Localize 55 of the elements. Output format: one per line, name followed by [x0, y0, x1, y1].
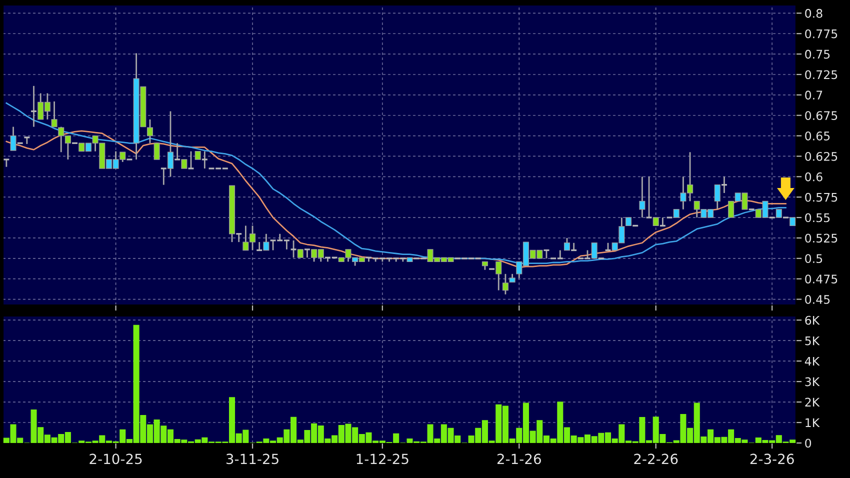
x-tick-label: 2-10-25 [90, 454, 142, 464]
candlestick [570, 242, 578, 252]
candlestick [304, 248, 311, 258]
y-tick-label: 2K [805, 398, 820, 407]
y-tick-label: 0.75 [805, 50, 830, 59]
candlestick [10, 126, 16, 152]
y-tick-label: 0.65 [805, 132, 830, 140]
y-tick-label: 0.8 [805, 8, 822, 18]
candlestick [3, 158, 10, 168]
y-tick-label: 0.575 [805, 192, 838, 202]
candlestick [235, 233, 242, 243]
y-tick-label: 3K [805, 377, 820, 386]
y-tick-label: 0.475 [805, 274, 838, 284]
candlestick [146, 118, 153, 144]
candlestick [564, 237, 570, 251]
candlestick [51, 100, 58, 128]
y-tick-label: 0.6 [805, 172, 822, 182]
y-tick-label: 0.55 [805, 213, 830, 222]
candlestick [659, 216, 666, 227]
candlestick [167, 110, 174, 178]
candlestick [645, 176, 653, 218]
candlestick [496, 260, 502, 291]
y-tick-label: 0.675 [805, 111, 838, 120]
candlestick [591, 242, 598, 259]
x-tick-label: 2-2-26 [634, 454, 678, 464]
candlestick [639, 176, 646, 218]
y-tick-label: 5K [805, 336, 820, 346]
x-tick-label: 1-12-25 [356, 454, 408, 464]
candlestick [720, 176, 728, 194]
candlestick [23, 136, 30, 145]
y-tick-label: 6K [805, 316, 820, 325]
candlestick [30, 85, 38, 128]
x-tick-label: 3-11-25 [226, 454, 278, 464]
candlestick [174, 142, 181, 160]
y-tick-label: 4K [804, 356, 820, 366]
y-tick-label: 0.775 [805, 29, 838, 38]
y-tick-label: 0.5 [805, 254, 822, 264]
candlestick [502, 273, 508, 296]
y-tick-label: 1K [806, 418, 820, 427]
candlestick [714, 184, 720, 210]
candlestick [256, 241, 263, 252]
y-tick-label: 0.725 [805, 70, 838, 80]
y-tick-label: 0.45 [805, 295, 830, 304]
x-tick-label: 2-3-26 [750, 454, 794, 464]
candlestick [201, 150, 208, 170]
y-tick-label: 0.625 [805, 152, 838, 161]
y-tick-label: 0 [805, 438, 812, 448]
y-tick-label: 0.525 [805, 234, 838, 243]
candlestick [187, 150, 195, 170]
y-tick-label: 0.7 [805, 90, 822, 100]
candlestick [154, 142, 160, 160]
candlestick [263, 233, 270, 251]
candlestick [160, 168, 168, 186]
candlestick [290, 240, 298, 258]
x-tick-label: 2-1-26 [497, 454, 541, 464]
